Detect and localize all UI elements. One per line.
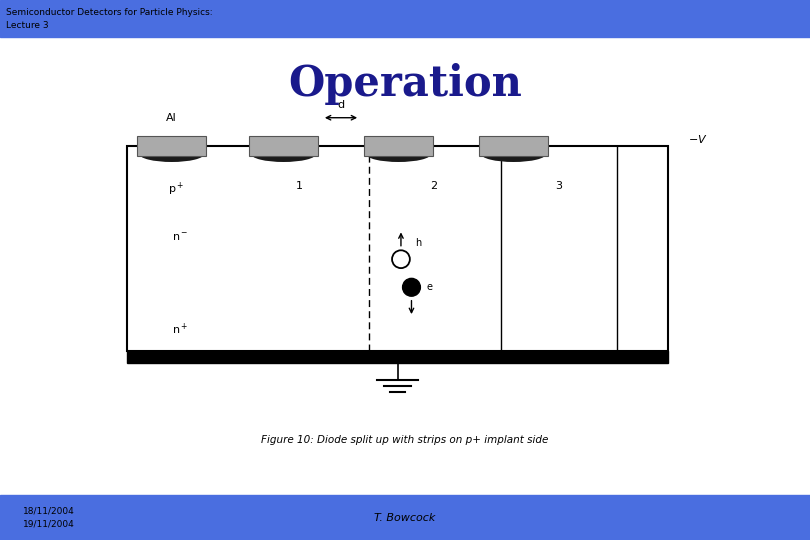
Text: h: h xyxy=(416,238,422,248)
Bar xyxy=(249,136,318,156)
Text: n$^-$: n$^-$ xyxy=(172,232,188,243)
Text: 3: 3 xyxy=(556,181,562,191)
Text: n$^+$: n$^+$ xyxy=(172,322,188,337)
Bar xyxy=(137,136,206,156)
Bar xyxy=(0,495,810,540)
Text: p$^+$: p$^+$ xyxy=(168,181,184,198)
Bar xyxy=(127,351,668,363)
Text: 2: 2 xyxy=(430,181,437,191)
Bar xyxy=(127,351,668,363)
Text: T. Bowcock: T. Bowcock xyxy=(374,512,436,523)
Ellipse shape xyxy=(392,250,410,268)
Bar xyxy=(127,146,668,351)
Text: Figure 10: Diode split up with strips on p+ implant side: Figure 10: Diode split up with strips on… xyxy=(262,435,548,445)
Ellipse shape xyxy=(481,146,546,162)
Bar xyxy=(364,136,433,156)
Text: 1: 1 xyxy=(296,181,303,191)
Text: $-V$: $-V$ xyxy=(688,133,708,145)
Ellipse shape xyxy=(403,278,420,296)
Ellipse shape xyxy=(251,146,316,162)
Text: Operation: Operation xyxy=(288,63,522,105)
Bar xyxy=(480,136,548,156)
Text: Semiconductor Detectors for Particle Physics:
Lecture 3: Semiconductor Detectors for Particle Phy… xyxy=(6,8,213,30)
Text: Al: Al xyxy=(166,113,177,123)
Text: e: e xyxy=(426,282,432,292)
Text: d: d xyxy=(338,100,344,110)
Ellipse shape xyxy=(366,146,431,162)
Text: 18/11/2004
19/11/2004: 18/11/2004 19/11/2004 xyxy=(23,507,75,528)
Ellipse shape xyxy=(139,146,204,162)
Bar xyxy=(0,0,810,37)
